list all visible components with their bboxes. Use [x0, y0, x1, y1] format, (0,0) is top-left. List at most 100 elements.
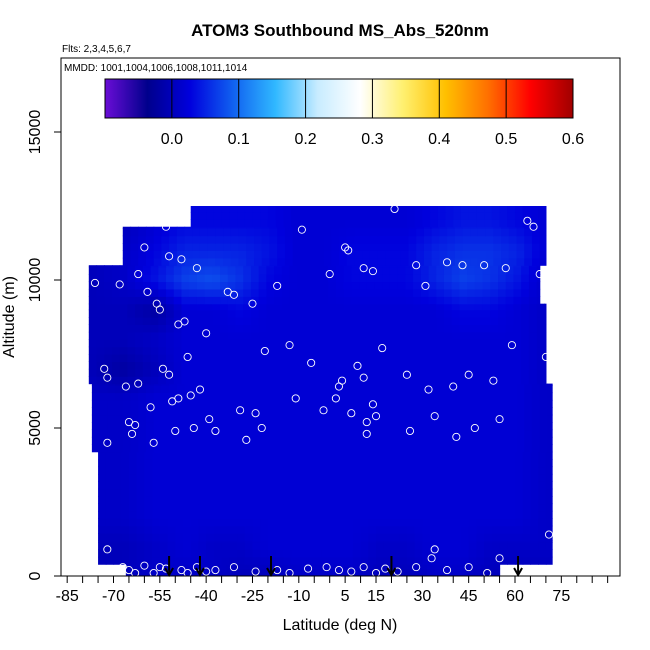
heat-cell [238, 444, 247, 453]
heat-cell [499, 510, 508, 519]
heat-cell [345, 488, 354, 497]
heat-cell [329, 541, 339, 550]
heat-cell [312, 354, 322, 362]
heat-cell [508, 436, 518, 445]
heat-cell [167, 459, 176, 468]
heat-cell [351, 376, 360, 385]
heat-cell [175, 525, 184, 534]
heat-cell [454, 399, 464, 408]
heat-cell [382, 339, 391, 348]
heat-cell [99, 429, 108, 438]
heat-cell [376, 451, 385, 460]
heat-cell [281, 354, 291, 362]
heat-cell [127, 354, 136, 362]
heat-cell [354, 383, 363, 386]
heat-cell [447, 422, 456, 431]
heat-cell [524, 414, 533, 423]
heat-cell [362, 235, 371, 244]
heat-cell [220, 339, 229, 348]
heat-cell [385, 235, 394, 244]
heat-cell [499, 473, 508, 482]
heat-cell [169, 257, 178, 266]
heat-cell [360, 556, 369, 565]
heat-cell [451, 376, 461, 385]
heat-cell [372, 568, 382, 576]
heat-cell [405, 317, 414, 325]
heat-cell [315, 399, 325, 408]
heat-cell [291, 211, 300, 220]
heat-cell [498, 303, 507, 311]
heat-cell [362, 444, 371, 453]
heat-cell [198, 556, 207, 565]
heat-cell [277, 383, 286, 386]
heat-cell [229, 496, 238, 505]
heat-cell [372, 564, 382, 570]
heat-cell [260, 211, 269, 220]
heat-cell [376, 481, 385, 490]
heat-cell [199, 235, 209, 244]
heat-cell [150, 368, 159, 377]
heat-cell [439, 383, 448, 386]
heat-cell [338, 414, 348, 423]
heat-cell [135, 324, 144, 333]
heat-cell [292, 399, 301, 408]
heat-cell [184, 243, 193, 251]
heat-cell [220, 354, 229, 362]
heat-cell [122, 407, 132, 416]
heat-cell [345, 473, 354, 482]
heat-cell [212, 339, 221, 348]
heat-cell [538, 211, 547, 220]
heat-cell [428, 324, 437, 333]
heat-cell [206, 466, 215, 475]
heat-cell [337, 510, 346, 519]
heat-cell [474, 361, 484, 370]
heat-cell [127, 317, 136, 325]
heat-cell [220, 266, 229, 275]
heat-cell [227, 274, 237, 283]
heat-cell [428, 288, 437, 297]
heat-cell [437, 556, 447, 565]
heat-cell [199, 422, 209, 431]
heat-cell [368, 510, 377, 519]
heat-cell [462, 235, 471, 244]
heat-cell [144, 488, 153, 497]
heat-cell [454, 436, 464, 445]
heat-cell [329, 488, 339, 497]
heat-cell [215, 444, 224, 453]
heat-cell [439, 414, 448, 423]
heat-cell [467, 361, 476, 370]
heat-cell [198, 549, 207, 558]
heat-cell [491, 541, 501, 550]
heat-cell [229, 459, 238, 468]
heat-cell [142, 346, 152, 355]
heat-cell [213, 481, 223, 490]
heat-cell [260, 206, 269, 213]
heat-cell [453, 466, 462, 475]
heat-cell [374, 265, 383, 268]
heat-cell [545, 488, 553, 497]
heat-cell [158, 339, 167, 348]
heat-cell [414, 525, 423, 534]
heat-cell [482, 368, 491, 377]
heat-cell [115, 444, 124, 453]
heat-cell [447, 429, 456, 438]
heat-cell [430, 510, 439, 519]
heat-cell [431, 383, 440, 386]
heat-cell [491, 451, 501, 460]
heat-cell [258, 346, 267, 355]
heat-cell [297, 324, 306, 333]
heat-cell [237, 525, 246, 534]
heat-cell [338, 444, 348, 453]
heat-cell [437, 459, 447, 468]
heat-cell [312, 339, 322, 348]
sample-point [442, 566, 452, 575]
heat-cell [443, 266, 453, 275]
heat-cell [98, 503, 107, 512]
heat-cell [547, 392, 553, 401]
heat-cell [383, 488, 393, 497]
heat-cell [238, 429, 247, 438]
heat-cell [306, 211, 315, 220]
heat-cell [538, 219, 547, 228]
heat-cell [491, 488, 501, 497]
heat-cell [96, 368, 105, 377]
